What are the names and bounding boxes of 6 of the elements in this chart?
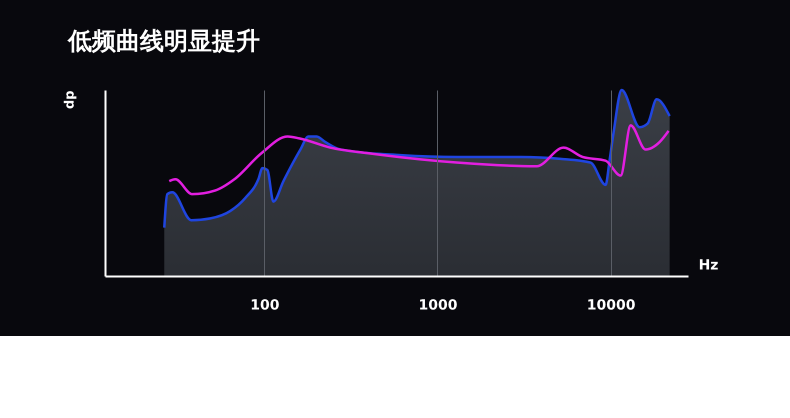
x-tick-label: 10000 [586,298,636,314]
x-tick-label: 100 [250,298,280,314]
y-axis-title: dp [62,90,78,110]
x-axis-title: Hz [698,258,718,274]
chart-title: 低频曲线明显提升 [67,26,260,55]
x-tick-label: 1000 [418,298,458,314]
